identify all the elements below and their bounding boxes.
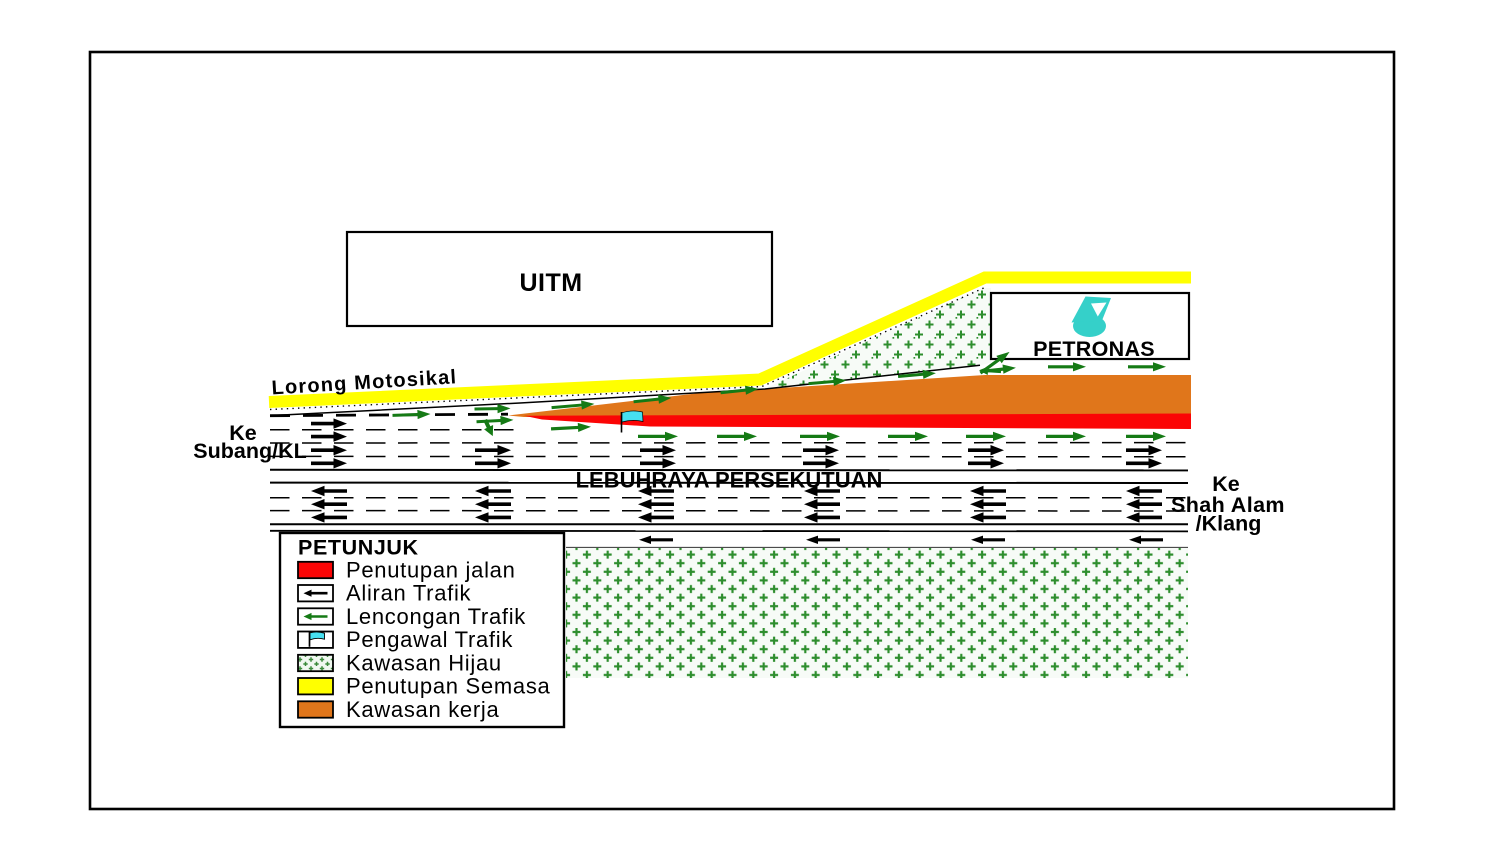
- svg-text:Aliran Trafik: Aliran Trafik: [346, 581, 472, 606]
- svg-text:Kawasan kerja: Kawasan kerja: [346, 697, 499, 722]
- svg-text:Penutupan jalan: Penutupan jalan: [346, 557, 516, 582]
- svg-text:UITM: UITM: [519, 269, 582, 297]
- svg-text:Pengawal Trafik: Pengawal Trafik: [346, 627, 513, 652]
- svg-text:Shah Alam: Shah Alam: [1171, 493, 1285, 517]
- svg-text:LEBUHRAYA PERSEKUTUAN: LEBUHRAYA PERSEKUTUAN: [576, 468, 883, 493]
- svg-text:Kawasan Hijau: Kawasan Hijau: [346, 650, 502, 675]
- svg-text:Ke: Ke: [1212, 472, 1240, 496]
- svg-text:PETUNJUK: PETUNJUK: [298, 536, 419, 560]
- svg-text:Lencongan Trafik: Lencongan Trafik: [346, 604, 526, 629]
- svg-text:Penutupan Semasa: Penutupan Semasa: [346, 674, 551, 699]
- svg-text:/Klang: /Klang: [1196, 512, 1262, 536]
- svg-text:PETRONAS: PETRONAS: [1033, 337, 1155, 361]
- svg-text:Subang/KL: Subang/KL: [193, 439, 306, 463]
- svg-text:Ke: Ke: [229, 421, 257, 445]
